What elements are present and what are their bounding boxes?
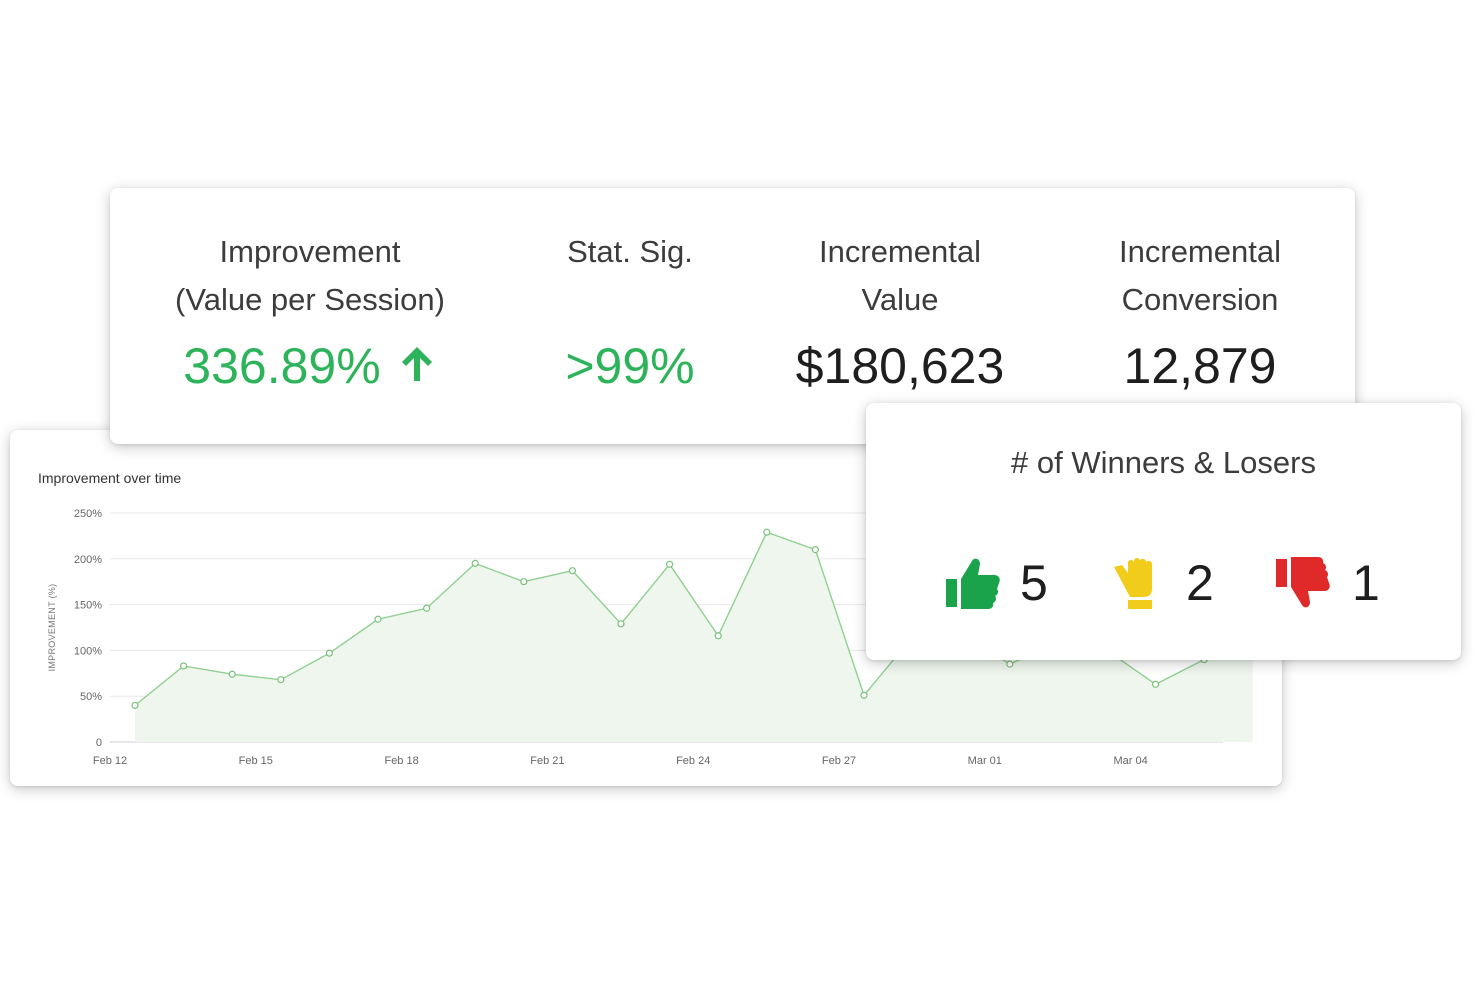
y-tick-label: 50%: [80, 691, 102, 703]
metric-value: 12,879: [1123, 338, 1277, 394]
data-point: [860, 691, 868, 699]
chart-title: Improvement over time: [38, 470, 182, 486]
metric-incremental-conversion: Incremental Conversion 12,879: [1070, 228, 1330, 396]
arrow-up-icon: [397, 336, 437, 396]
data-point: [811, 546, 820, 554]
data-point: [763, 528, 771, 536]
metric-label: Incremental Conversion: [1119, 234, 1281, 317]
metric-improvement: Improvement (Value per Session) 336.89%: [150, 228, 470, 396]
y-tick-label: 0: [96, 737, 102, 749]
metric-value: >99%: [565, 338, 695, 394]
x-tick-label: Feb 15: [239, 755, 273, 767]
y-tick-label: 100%: [74, 645, 102, 657]
metric-value: $180,623: [795, 338, 1005, 394]
x-tick-label: Mar 04: [1113, 755, 1147, 767]
y-tick-label: 200%: [74, 554, 102, 566]
neutral-hand-icon: [1112, 555, 1170, 616]
metrics-card: Improvement (Value per Session) 336.89% …: [110, 188, 1355, 444]
data-point: [228, 670, 236, 678]
x-tick-label: Feb 24: [676, 755, 710, 767]
data-point: [520, 578, 528, 586]
data-point: [277, 676, 285, 684]
winners-losers-title: # of Winners & Losers: [1011, 445, 1316, 480]
data-point: [374, 615, 382, 623]
winners-losers-card: # of Winners & Losers 5 2 1: [866, 403, 1461, 660]
winners-count: 5: [1020, 555, 1048, 611]
metric-value: 336.89%: [150, 336, 470, 396]
x-tick-label: Feb 18: [384, 755, 418, 767]
metric-stat-sig: Stat. Sig. >99%: [510, 228, 750, 396]
data-point: [714, 632, 722, 640]
data-point: [665, 560, 674, 568]
x-tick-label: Feb 12: [93, 755, 127, 767]
losers-count: 1: [1352, 555, 1380, 611]
improvement-value: 336.89%: [183, 338, 381, 394]
data-point: [1151, 680, 1160, 688]
data-point: [423, 604, 431, 612]
y-axis-label: IMPROVEMENT (%): [47, 584, 57, 672]
thumbs-down-icon: [1274, 555, 1332, 616]
metric-label: Stat. Sig.: [567, 234, 693, 269]
thumbs-up-icon: [944, 555, 1002, 616]
x-tick-label: Mar 01: [968, 755, 1002, 767]
x-tick-label: Feb 27: [822, 755, 856, 767]
data-point: [568, 567, 577, 575]
metric-label: Improvement (Value per Session): [175, 234, 445, 317]
y-tick-label: 150%: [74, 600, 102, 612]
data-point: [325, 649, 333, 657]
neutral-count: 2: [1186, 555, 1214, 611]
data-point: [180, 662, 188, 670]
metric-incremental-value: Incremental Value $180,623: [770, 228, 1030, 396]
series-area: [135, 532, 1253, 742]
data-point: [1006, 660, 1014, 668]
data-point: [471, 559, 479, 567]
y-tick-label: 250%: [74, 508, 102, 520]
metric-label: Incremental Value: [819, 234, 981, 317]
data-point: [131, 701, 139, 709]
x-tick-label: Feb 21: [530, 755, 564, 767]
data-point: [617, 620, 625, 628]
